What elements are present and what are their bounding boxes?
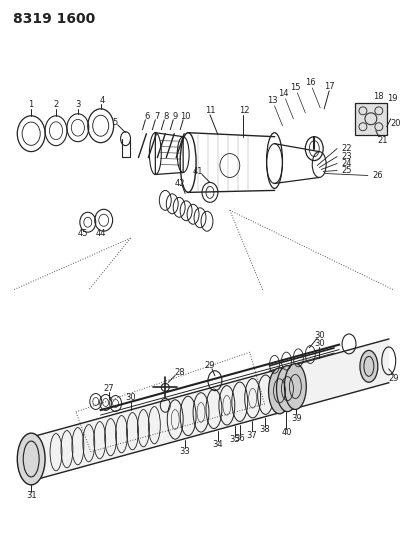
Text: 10: 10 — [180, 112, 190, 122]
Text: 30: 30 — [313, 338, 324, 348]
Text: 44: 44 — [95, 229, 106, 238]
Text: 8: 8 — [163, 112, 169, 122]
Text: 3: 3 — [75, 100, 80, 109]
Text: 16: 16 — [304, 78, 315, 87]
Text: 30: 30 — [125, 393, 135, 402]
Ellipse shape — [359, 350, 377, 382]
Text: 31: 31 — [26, 491, 36, 500]
Ellipse shape — [276, 366, 298, 411]
Text: 8319 1600: 8319 1600 — [13, 12, 95, 26]
Text: 17: 17 — [323, 83, 334, 92]
Text: 34: 34 — [212, 440, 222, 449]
Text: 41: 41 — [192, 167, 203, 176]
Text: 24: 24 — [341, 159, 351, 168]
Text: 20: 20 — [389, 119, 400, 128]
Text: 29: 29 — [387, 374, 398, 383]
Text: 39: 39 — [290, 414, 301, 423]
Text: 7: 7 — [154, 112, 160, 122]
Text: 9: 9 — [172, 112, 178, 122]
Text: 36: 36 — [234, 434, 245, 443]
Text: 35: 35 — [229, 435, 240, 445]
Text: 6: 6 — [144, 112, 150, 122]
Text: 25: 25 — [341, 166, 351, 175]
Text: 22: 22 — [341, 144, 351, 153]
Text: 42: 42 — [175, 179, 185, 188]
Text: 4: 4 — [100, 96, 105, 106]
Text: 12: 12 — [239, 106, 249, 115]
Text: 37: 37 — [246, 431, 256, 440]
Text: 2: 2 — [53, 100, 58, 109]
Text: 21: 21 — [377, 136, 387, 145]
FancyBboxPatch shape — [354, 103, 386, 135]
Ellipse shape — [268, 368, 290, 414]
Text: 45: 45 — [77, 229, 88, 238]
Text: 18: 18 — [373, 92, 383, 101]
Text: 28: 28 — [174, 368, 185, 377]
Text: 33: 33 — [179, 447, 190, 456]
Polygon shape — [31, 339, 388, 481]
Text: 26: 26 — [372, 171, 382, 180]
Text: 11: 11 — [204, 106, 215, 115]
Text: 19: 19 — [387, 94, 397, 103]
Text: 38: 38 — [258, 425, 269, 434]
Text: 29: 29 — [204, 361, 215, 370]
Text: 13: 13 — [267, 96, 277, 106]
Ellipse shape — [284, 364, 306, 409]
Text: 30: 30 — [313, 330, 324, 340]
Text: 14: 14 — [278, 90, 288, 99]
Text: 23: 23 — [341, 152, 351, 161]
Text: 27: 27 — [103, 384, 114, 393]
Ellipse shape — [17, 433, 45, 485]
Text: 1: 1 — [29, 100, 34, 109]
Text: 5: 5 — [112, 118, 117, 127]
Text: 15: 15 — [290, 84, 300, 92]
Text: 40: 40 — [281, 428, 291, 437]
